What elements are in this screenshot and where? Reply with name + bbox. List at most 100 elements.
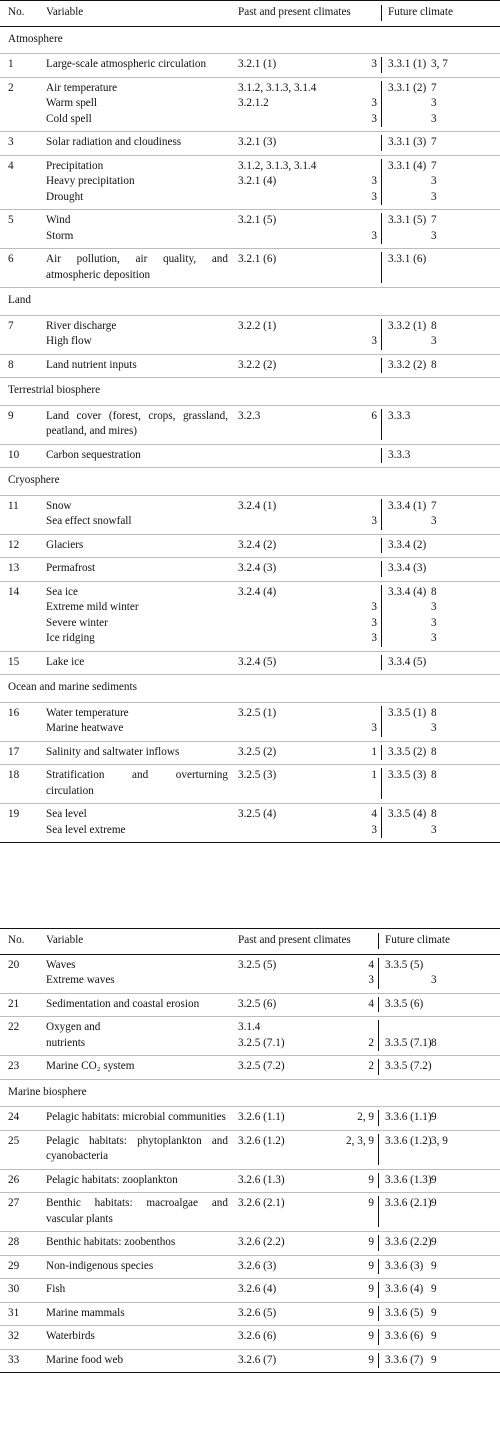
past-chapter-line: 9 [368,1283,374,1295]
future-chapter-cell [427,538,500,554]
row-number: 28 [8,1236,20,1248]
past-chapter-line: 3 [371,823,377,836]
past-ref-cell: 3.2.4 (3) [234,561,337,577]
table-row: 25 Pelagic habitats: phytoplankton and cy… [0,1131,500,1170]
future-ref-cell: 3.3.2 (1) [381,318,427,350]
future-ref-cell: 3.3.6 (1.3) [378,1172,432,1188]
past-chapter-line: 1 [371,745,377,758]
future-chapter-line: 3 [431,97,437,109]
future-chapter-line [431,561,500,577]
table-row: 7 River discharge High flow 3.2.2 (1) 3 3.3.2… [0,316,500,355]
future-ref-line: 3.3.4 (3) [388,562,427,574]
variable-cell: Snow Sea effect snowfall [44,499,234,530]
future-chapter-cell: 8 3 3 3 [427,585,500,647]
future-ref-line: 3.3.3 [388,448,411,461]
table-row: 28 Benthic habitats: zoobenthos 3.2.6 (2.2… [0,1232,500,1256]
future-ref-cell: 3.3.6 (5) [378,1305,427,1321]
past-ref-line: 3.2.5 (3) [238,769,277,781]
section-heading: Atmosphere [0,27,500,54]
past-ref-line: 3.2.6 (2.2) [238,1236,285,1248]
past-chapter-cell: 4 [334,997,378,1013]
future-chapter-cell [427,252,500,283]
row-number: 12 [8,538,20,551]
variable-line: Sea effect snowfall [46,515,132,527]
future-ref-line [385,973,427,989]
future-ref-line: 3.3.1 (3) [388,136,427,148]
section-heading: Terrestrial biosphere [0,378,500,406]
past-chapter-line: 9 [368,1197,374,1209]
past-ref-line [238,631,337,647]
future-ref-line: 3.3.1 (6) [388,253,427,265]
table-row: 15 Lake ice 3.2.4 (5) 3.3.4 (5) [0,652,500,675]
future-chapter-cell: 9 [427,1353,500,1369]
future-chapter-line: 9 [431,1197,437,1209]
past-ref-line [238,229,337,245]
past-ref-line [238,190,337,206]
table-row: 19 Sea level Sea level extreme 3.2.5 (4) 4 3 3… [0,804,500,843]
future-ref-line [388,600,427,616]
variable-cell: Sedimentation and coastal erosion [44,997,234,1013]
past-ref-cell: 3.1.2, 3.1.3, 3.1.4 3.2.1 (4) [234,159,337,206]
future-chapter-line: 8 [431,706,437,719]
past-chapter-line [337,159,377,175]
variable-cell: Stratification and overturning circulati… [44,768,234,799]
future-ref-cell: 3.3.4 (4) [381,584,427,647]
future-chapter-cell: 9 [427,1329,500,1345]
variable-line: Large-scale atmospheric circulation [46,58,207,70]
past-ref-cell: 3.2.3 [234,409,337,440]
variable-cell: Marine food web [44,1353,234,1369]
future-chapter-line: 3 [431,616,437,629]
row-number: 2 [8,81,14,94]
table-header: No. Variable Past and present climates Futu… [0,0,500,27]
past-chapter-line: 4 [368,997,374,1010]
table-row: 16 Water temperature Marine heatwave 3.2.5 … [0,703,500,742]
past-chapter-line: 2 [368,1036,374,1049]
past-ref-line: 3.2.5 (2) [238,745,277,758]
future-ref-line: 3.3.6 (3) [385,1259,424,1272]
past-chapter-cell: 9 [334,1329,378,1345]
future-chapter-cell: 8 [427,1020,500,1051]
future-ref-line [388,174,427,190]
future-chapter-line [431,655,500,671]
table-row: 14 Sea ice Extreme mild winter Severe winte… [0,582,500,652]
future-chapter-cell [427,655,500,671]
table-row: 31 Marine mammals 3.2.6 (5) 9 3.3.6 (5) 9 [0,1303,500,1326]
row-number: 13 [8,562,20,574]
past-ref-cell: 3.2.1 (6) [234,252,337,283]
future-ref-cell: 3.3.6 (3) [378,1258,427,1274]
table-row: 8 Land nutrient inputs 3.2.2 (2) 3.3.2 (2) 8 [0,355,500,378]
past-ref-cell: 3.2.5 (2) [234,745,337,761]
row-number: 21 [8,997,20,1010]
variable-line: Non-indigenous species [46,1259,154,1272]
variable-cell: Sea level Sea level extreme [44,807,234,838]
row-number: 17 [8,745,20,758]
variable-cell: Oxygen and nutrients [44,1020,234,1051]
row-number: 23 [8,1060,20,1072]
row-number: 14 [8,585,20,598]
future-chapter-cell: 9 [427,1306,500,1322]
past-chapter-line: 4 [371,808,377,820]
future-ref-cell: 3.3.5 (6) [378,996,427,1012]
row-number: 24 [8,1111,20,1123]
future-ref-line [388,631,427,647]
past-ref-line [238,600,337,616]
variable-line: Waves [46,958,76,971]
past-ref-line: 3.2.4 (3) [238,562,277,574]
future-chapter-line: 9 [431,1111,437,1123]
future-ref-line: 3.3.5 (4) [388,808,427,820]
past-ref-cell: 3.2.6 (4) [234,1282,334,1298]
past-ref-cell: 3.2.6 (2.2) [234,1235,334,1251]
past-chapter-line: 3 [371,601,377,613]
table-row: 26 Pelagic habitats: zooplankton 3.2.6 (1.… [0,1170,500,1193]
variable-line: Ice ridging [46,632,95,644]
past-chapter-cell: 1 [337,745,381,761]
variable-line: Pelagic habitats: zooplankton [46,1173,178,1186]
future-ref-cell: 3.3.4 (1) [381,498,427,530]
future-ref-cell: 3.3.6 (2.1) [378,1196,432,1227]
future-ref-cell: 3.3.6 (4) [378,1282,427,1298]
past-chapter-line: 3 [371,335,377,347]
past-ref-cell: 3.2.5 (5) [234,958,334,989]
